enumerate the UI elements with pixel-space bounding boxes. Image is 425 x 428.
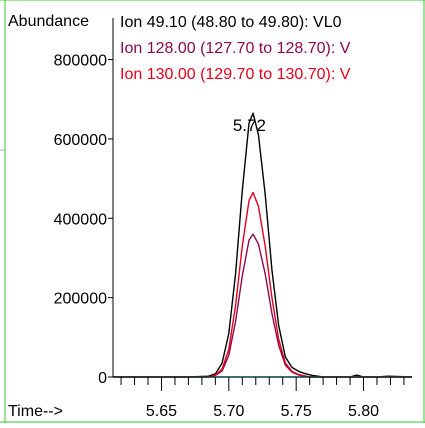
x-tick-label-0: 5.65 <box>146 403 177 420</box>
y-tick-label-3: 600000 <box>54 132 107 149</box>
series-line-1 <box>113 233 412 378</box>
legend-entry-2: Ion 130.00 (129.70 to 130.70): V <box>120 66 351 83</box>
series-line-0 <box>113 112 413 378</box>
peak-label: 5.72 <box>233 116 266 135</box>
y-tick-label-1: 200000 <box>54 291 107 308</box>
x-tick-label-1: 5.70 <box>213 403 244 420</box>
x-tick-label-3: 5.80 <box>348 403 379 420</box>
legend-entry-0: Ion 49.10 (48.80 to 49.80): VL0 <box>120 14 342 31</box>
y-tick-label-4: 800000 <box>54 53 107 70</box>
x-axis-label: Time--> <box>8 403 63 420</box>
x-tick-label-2: 5.75 <box>281 403 312 420</box>
y-tick-label-2: 400000 <box>54 211 107 228</box>
y-axis-label: Abundance <box>8 13 89 30</box>
y-tick-label-0: 0 <box>98 370 107 387</box>
legend-entry-1: Ion 128.00 (127.70 to 128.70): V <box>120 40 351 57</box>
series-line-2 <box>113 191 412 378</box>
